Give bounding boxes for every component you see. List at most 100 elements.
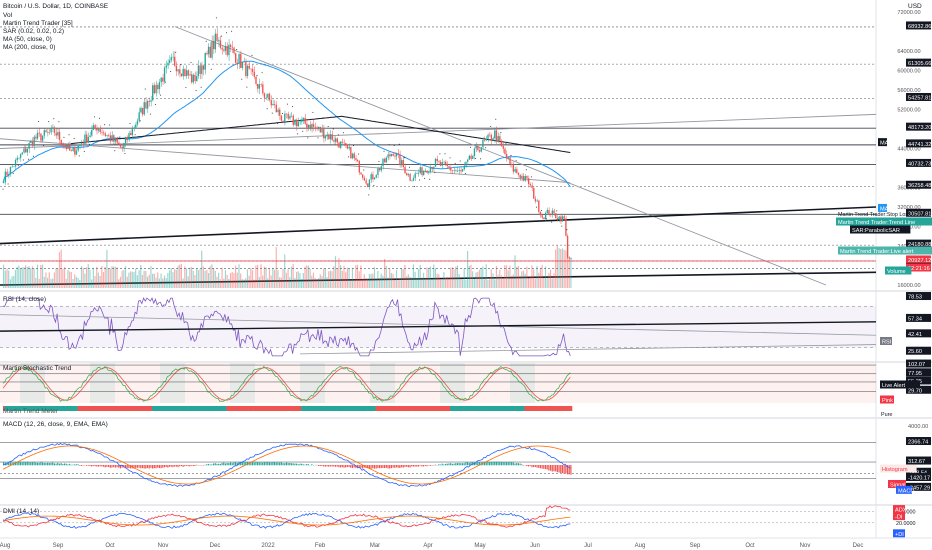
macd-histogram-bar bbox=[539, 465, 542, 469]
trend-meter-cell bbox=[121, 406, 124, 411]
symbol-title[interactable]: Bitcoin / U.S. Dollar, 1D, COINBASE bbox=[3, 3, 109, 10]
legend-ma200[interactable]: MA (200, close, 0) bbox=[3, 44, 56, 51]
candle bbox=[14, 160, 17, 167]
macd-histogram-bar bbox=[460, 463, 462, 466]
volume-bar bbox=[19, 268, 22, 288]
trend-meter-cell bbox=[429, 406, 432, 411]
candle bbox=[101, 132, 103, 133]
candle bbox=[114, 138, 117, 142]
trend-meter-cell bbox=[257, 406, 260, 411]
macd-histogram-bar bbox=[444, 463, 447, 466]
trend-meter-cell bbox=[260, 406, 263, 411]
candle bbox=[443, 161, 445, 163]
candle bbox=[202, 65, 205, 70]
macd-histogram-bar bbox=[351, 465, 354, 469]
candle bbox=[77, 145, 79, 151]
candle bbox=[69, 144, 71, 151]
macd-histogram-bar bbox=[40, 462, 42, 466]
macd-histogram-bar bbox=[109, 465, 111, 468]
adx-tag: ADX bbox=[893, 505, 907, 514]
candle bbox=[309, 124, 311, 130]
macd-histogram-bar bbox=[41, 462, 44, 466]
candle bbox=[28, 142, 30, 149]
sar-dot bbox=[246, 86, 248, 88]
sar-dot bbox=[236, 48, 238, 50]
candle bbox=[233, 47, 235, 54]
macd-histogram-bar bbox=[417, 465, 420, 467]
macd-level-label: -1420.17 bbox=[906, 472, 931, 481]
trend-meter-cell bbox=[99, 406, 102, 411]
volume-bar bbox=[35, 277, 37, 288]
macd-histogram-bar bbox=[382, 465, 384, 469]
volume-bar bbox=[411, 277, 413, 288]
macd-histogram-bar bbox=[170, 465, 172, 467]
candle bbox=[519, 174, 521, 179]
legend-martin-trend[interactable]: Martin Trend Trader [35] bbox=[3, 20, 73, 27]
trend-meter-cell bbox=[192, 406, 195, 411]
candle bbox=[470, 155, 472, 159]
volume-bar bbox=[280, 277, 282, 288]
macd-histogram-bar bbox=[6, 462, 8, 466]
candle bbox=[123, 143, 125, 149]
trend-meter-cell bbox=[524, 406, 527, 411]
legend-vol[interactable]: Vol bbox=[3, 12, 13, 19]
trend-meter-cell bbox=[162, 406, 165, 411]
trend-meter-cell bbox=[240, 406, 243, 411]
trend-meter-cell bbox=[214, 406, 217, 411]
trend-meter-cell bbox=[319, 406, 322, 411]
candle bbox=[219, 40, 222, 48]
trend-meter-cell bbox=[377, 406, 380, 411]
stoch-bull-zone bbox=[370, 363, 395, 403]
price-level-label: 30507.81 bbox=[906, 208, 931, 217]
volume-bar bbox=[397, 279, 399, 288]
candle bbox=[235, 53, 237, 63]
trend-meter-cell bbox=[133, 406, 136, 411]
volume-bar bbox=[168, 270, 171, 288]
volume-bar bbox=[446, 277, 448, 288]
candle bbox=[265, 97, 267, 99]
volume-bar bbox=[275, 247, 277, 288]
macd-histogram-bar bbox=[206, 464, 208, 466]
macd-histogram-bar bbox=[514, 463, 516, 466]
trend-meter-cell bbox=[480, 406, 483, 411]
macd-histogram-bar bbox=[317, 465, 320, 467]
trend-meter-cell bbox=[168, 406, 171, 411]
volume-bar bbox=[87, 264, 89, 288]
trend-meter-cell bbox=[50, 406, 53, 411]
macd-histogram-bar bbox=[96, 465, 98, 467]
time-axis-label: Oct bbox=[105, 543, 115, 549]
stoch-title[interactable]: Martin Stochastic Trend bbox=[3, 365, 72, 372]
legend-sar[interactable]: SAR (0.02, 0.02, 0.2) bbox=[3, 28, 65, 35]
sar-dot bbox=[144, 88, 146, 90]
candle bbox=[334, 138, 337, 142]
candle bbox=[143, 102, 145, 115]
rsi-title[interactable]: RSI (14, close) bbox=[3, 296, 46, 303]
macd-histogram-bar bbox=[255, 461, 257, 466]
volume-bar bbox=[211, 264, 213, 288]
macd-histogram-bar bbox=[250, 461, 252, 466]
candle bbox=[556, 218, 559, 220]
trend-meter-cell bbox=[495, 406, 498, 411]
candle bbox=[165, 65, 167, 68]
trend-meter-cell bbox=[456, 406, 459, 411]
candle bbox=[97, 129, 100, 131]
volume-bar bbox=[192, 270, 194, 288]
candle bbox=[85, 134, 88, 143]
volume-bar bbox=[165, 278, 167, 288]
trend-meter-title[interactable]: Martin Trend Meter bbox=[3, 408, 58, 415]
trend-meter-cell bbox=[184, 406, 187, 411]
dmi-title[interactable]: DMI (14, 14) bbox=[3, 508, 40, 515]
trend-meter-cell bbox=[468, 406, 471, 411]
macd-title[interactable]: MACD (12, 26, close, 9, EMA, EMA) bbox=[3, 421, 108, 428]
candle bbox=[356, 159, 359, 162]
macd-histogram-bar bbox=[377, 465, 379, 469]
trend-meter-cell bbox=[336, 406, 339, 411]
volume-bar bbox=[439, 279, 442, 288]
trend-meter-cell bbox=[341, 406, 344, 411]
legend-ma50[interactable]: MA (50, close, 0) bbox=[3, 36, 52, 43]
candle bbox=[79, 144, 81, 146]
volume-bar bbox=[123, 269, 125, 288]
macd-histogram-bar bbox=[19, 461, 22, 466]
trend-meter-cell bbox=[82, 406, 85, 411]
